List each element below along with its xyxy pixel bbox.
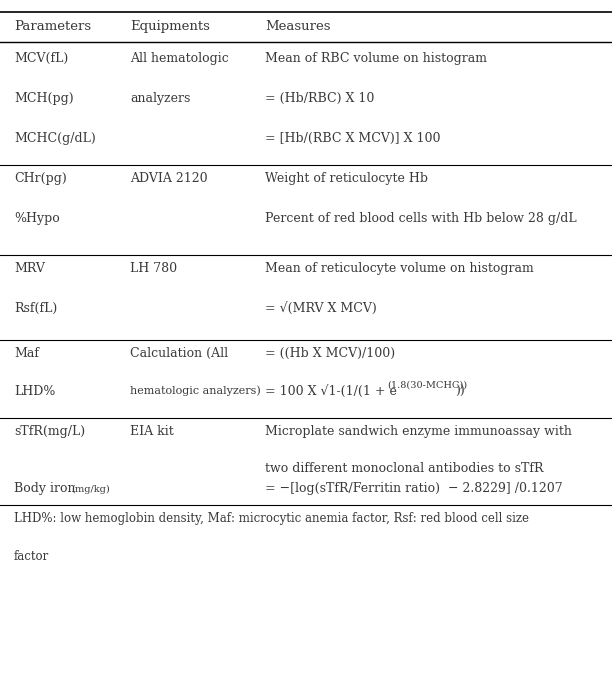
Text: MCHC(g/dL): MCHC(g/dL) [14, 132, 95, 145]
Text: Rsf(fL): Rsf(fL) [14, 302, 58, 315]
Text: MRV: MRV [14, 262, 45, 275]
Text: CHr(pg): CHr(pg) [14, 172, 67, 185]
Text: = √(MRV X MCV): = √(MRV X MCV) [265, 302, 377, 315]
Text: (1.8(30-MCHC)): (1.8(30-MCHC)) [387, 381, 467, 390]
Text: ADVIA 2120: ADVIA 2120 [130, 172, 207, 185]
Text: analyzers: analyzers [130, 92, 190, 105]
Text: = [Hb/(RBC X MCV)] X 100: = [Hb/(RBC X MCV)] X 100 [265, 132, 441, 145]
Text: = (Hb/RBC) X 10: = (Hb/RBC) X 10 [265, 92, 375, 105]
Text: )): )) [455, 385, 465, 398]
Text: Percent of red blood cells with Hb below 28 g/dL: Percent of red blood cells with Hb below… [265, 212, 577, 225]
Text: = −[log(sTfR/Ferritin ratio)  − 2.8229] /0.1207: = −[log(sTfR/Ferritin ratio) − 2.8229] /… [265, 482, 562, 495]
Text: Body iron: Body iron [14, 482, 75, 495]
Text: Maf: Maf [14, 347, 39, 360]
Text: Calculation (All: Calculation (All [130, 347, 228, 360]
Text: LHD%: low hemoglobin density, Maf: microcytic anemia factor, Rsf: red blood cell: LHD%: low hemoglobin density, Maf: micro… [14, 512, 529, 525]
Text: Equipments: Equipments [130, 20, 210, 33]
Text: EIA kit: EIA kit [130, 425, 174, 438]
Text: sTfR(mg/L): sTfR(mg/L) [14, 425, 85, 438]
Text: = ((Hb X MCV)/100): = ((Hb X MCV)/100) [265, 347, 395, 360]
Text: Microplate sandwich enzyme immunoassay with: Microplate sandwich enzyme immunoassay w… [265, 425, 572, 438]
Text: Parameters: Parameters [14, 20, 91, 33]
Text: = 100 X √1-(1/(1 + e: = 100 X √1-(1/(1 + e [265, 385, 397, 398]
Text: (mg/kg): (mg/kg) [71, 485, 110, 494]
Text: All hematologic: All hematologic [130, 52, 229, 65]
Text: MCV(fL): MCV(fL) [14, 52, 69, 65]
Text: %Hypo: %Hypo [14, 212, 60, 225]
Text: hematologic analyzers): hematologic analyzers) [130, 385, 261, 396]
Text: LHD%: LHD% [14, 385, 55, 398]
Text: Weight of reticulocyte Hb: Weight of reticulocyte Hb [265, 172, 428, 185]
Text: MCH(pg): MCH(pg) [14, 92, 73, 105]
Text: Mean of reticulocyte volume on histogram: Mean of reticulocyte volume on histogram [265, 262, 534, 275]
Text: two different monoclonal antibodies to sTfR: two different monoclonal antibodies to s… [265, 462, 543, 475]
Text: Measures: Measures [265, 20, 330, 33]
Text: factor: factor [14, 550, 49, 563]
Text: LH 780: LH 780 [130, 262, 177, 275]
Text: Mean of RBC volume on histogram: Mean of RBC volume on histogram [265, 52, 487, 65]
